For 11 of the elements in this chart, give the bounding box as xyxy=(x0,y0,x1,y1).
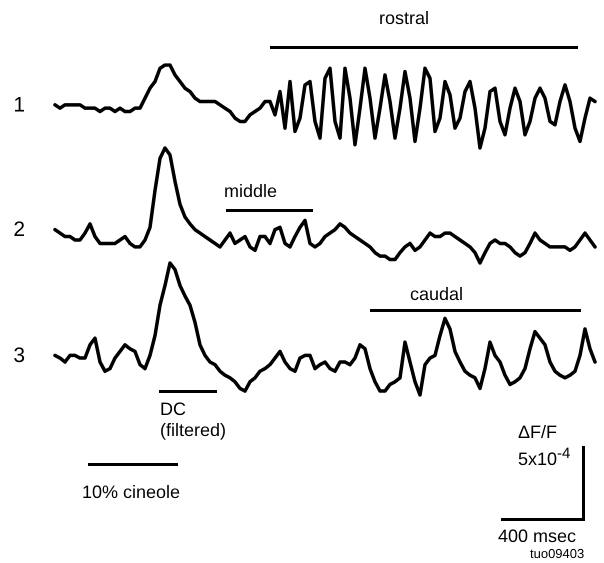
text: ΔF/F 5x10$^{-4}$ xyxy=(518,422,572,470)
text: 400 msec xyxy=(498,526,576,547)
annotation: caudal xyxy=(410,284,464,305)
annotation: middle xyxy=(224,181,278,202)
text: tuo09403 xyxy=(530,546,584,561)
series-label: 2 xyxy=(13,218,25,242)
text: 10% cineole xyxy=(82,482,180,503)
series-label: 1 xyxy=(13,93,25,116)
series-label: 3 xyxy=(13,344,25,367)
text: DC (filtered) xyxy=(160,399,228,441)
text: rostral xyxy=(379,8,430,29)
